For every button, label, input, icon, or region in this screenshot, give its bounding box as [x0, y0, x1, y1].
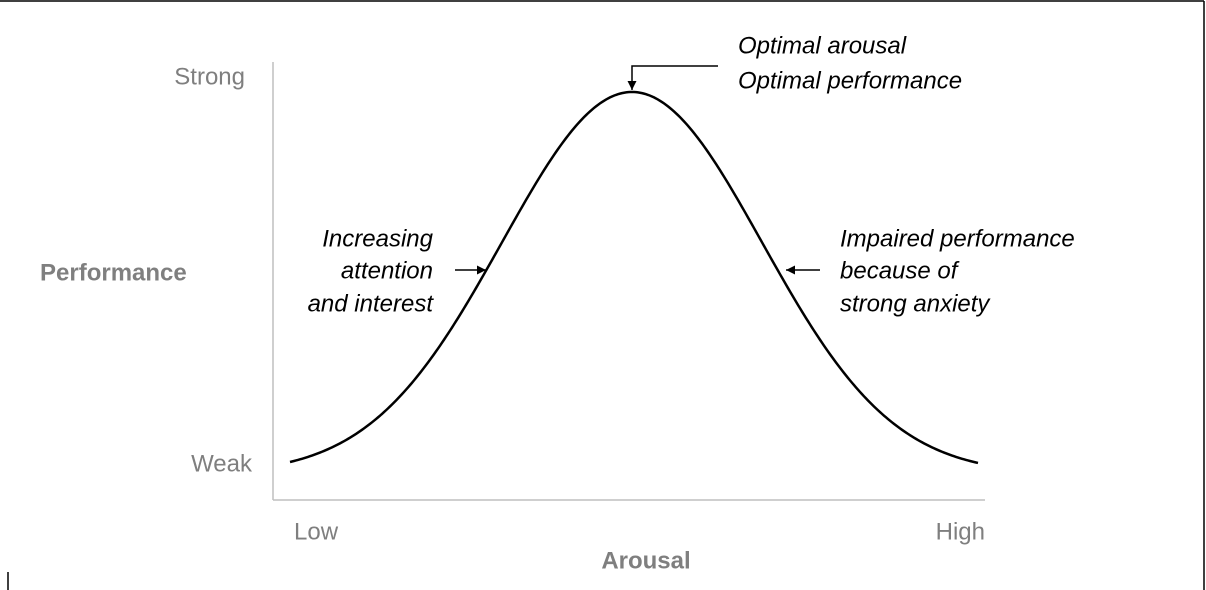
x-low: Low	[294, 518, 339, 545]
peak-arrow	[627, 65, 718, 90]
right-note: Impaired performance	[840, 225, 1075, 252]
peak-note: Optimal performance	[738, 67, 962, 94]
peak-note: Optimal arousal	[738, 32, 907, 59]
y-low: Weak	[191, 450, 253, 477]
x-label: Arousal	[601, 547, 690, 574]
left-note: and interest	[308, 290, 435, 317]
axes	[272, 62, 985, 501]
right-note: because of	[840, 257, 960, 284]
left-note: attention	[341, 257, 433, 284]
y-high: Strong	[174, 63, 245, 90]
x-high: High	[936, 518, 985, 545]
left-note: Increasing	[322, 225, 433, 252]
curve	[289, 90, 979, 465]
y-label: Performance	[40, 259, 187, 286]
right-note: strong anxiety	[840, 290, 991, 317]
